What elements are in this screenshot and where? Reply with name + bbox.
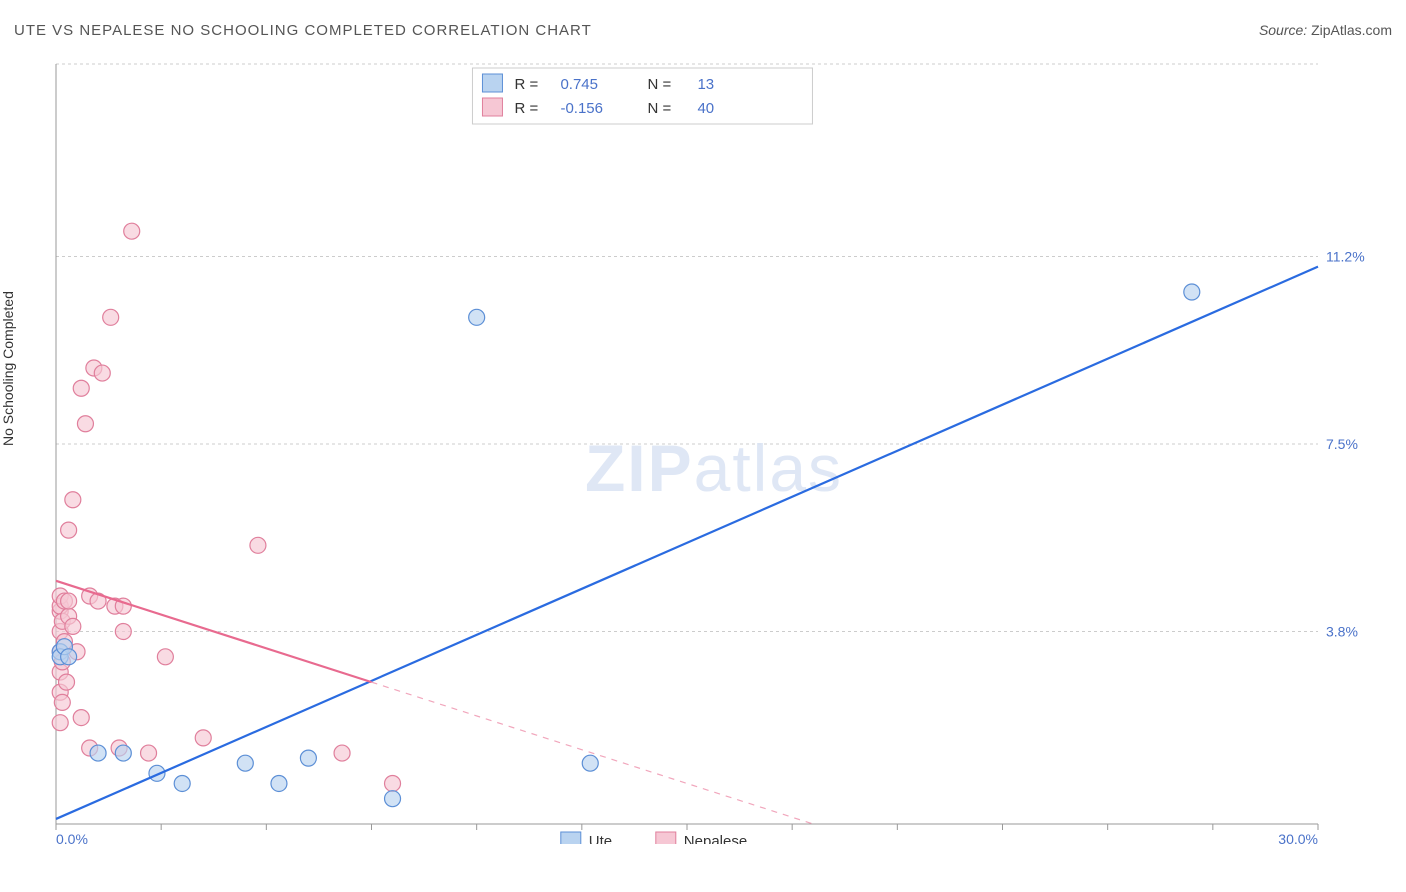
legend-n-value: 13 (697, 76, 714, 93)
legend-swatch-nepalese (482, 98, 502, 116)
legend-r-value: -0.156 (560, 100, 603, 117)
data-point (157, 649, 173, 665)
data-point (54, 694, 70, 710)
legend-bottom: Ute Nepalese (561, 832, 747, 844)
data-point (65, 618, 81, 634)
legend-stats: R = 0.745 N = 13 R = -0.156 N = 40 (472, 68, 812, 124)
y-axis-label: No Schooling Completed (0, 291, 16, 446)
legend-swatch-ute (561, 832, 581, 844)
x-tick-label: 0.0% (56, 831, 88, 844)
trend-line-ute (56, 267, 1318, 819)
legend-r-label: R = (514, 76, 538, 93)
x-tick-label: 30.0% (1278, 831, 1318, 844)
data-point (385, 775, 401, 791)
legend-series-label: Nepalese (684, 833, 747, 844)
legend-r-label: R = (514, 100, 538, 117)
trend-line-nepalese (56, 581, 372, 682)
data-point (65, 492, 81, 508)
data-point (1184, 284, 1200, 300)
data-point (469, 309, 485, 325)
source-credit: Source: ZipAtlas.com (1259, 22, 1392, 38)
y-tick-label: 11.2% (1326, 249, 1365, 265)
data-point (115, 745, 131, 761)
source-prefix: Source: (1259, 22, 1311, 38)
data-point (61, 593, 77, 609)
data-point (61, 522, 77, 538)
data-point (237, 755, 253, 771)
data-point (59, 674, 75, 690)
data-point (94, 365, 110, 381)
y-tick-label: 3.8% (1326, 623, 1358, 639)
legend-r-value: 0.745 (560, 76, 598, 93)
data-point (582, 755, 598, 771)
svg-text:ZIPatlas: ZIPatlas (585, 431, 843, 505)
data-point (73, 710, 89, 726)
data-point (61, 649, 77, 665)
data-point (385, 791, 401, 807)
y-tick-label: 7.5% (1326, 436, 1358, 452)
watermark: ZIPatlas (585, 431, 843, 505)
data-point (52, 715, 68, 731)
data-point (250, 537, 266, 553)
data-point (174, 775, 190, 791)
chart-title: UTE VS NEPALESE NO SCHOOLING COMPLETED C… (14, 22, 592, 39)
data-point (103, 309, 119, 325)
legend-series-label: Ute (589, 833, 612, 844)
chart-plot-area: 3.8% 7.5% 11.2% ZIPatlas 0.0% 30.0% R = 0.745 N … (50, 60, 1378, 844)
data-point (90, 745, 106, 761)
legend-swatch-ute (482, 74, 502, 92)
data-point (124, 223, 140, 239)
series-nepalese (52, 223, 400, 791)
legend-n-value: 40 (697, 100, 714, 117)
data-point (115, 623, 131, 639)
source-name: ZipAtlas.com (1311, 22, 1392, 38)
data-point (334, 745, 350, 761)
data-point (195, 730, 211, 746)
data-point (271, 775, 287, 791)
trend-line-dashed-nepalese (372, 682, 814, 824)
data-point (300, 750, 316, 766)
series-ute (52, 284, 1200, 807)
legend-n-label: N = (647, 76, 671, 93)
data-point (73, 380, 89, 396)
legend-swatch-nepalese (656, 832, 676, 844)
data-point (77, 416, 93, 432)
data-point (141, 745, 157, 761)
legend-n-label: N = (647, 100, 671, 117)
chart-svg: 3.8% 7.5% 11.2% ZIPatlas 0.0% 30.0% R = 0.745 N … (50, 60, 1378, 844)
